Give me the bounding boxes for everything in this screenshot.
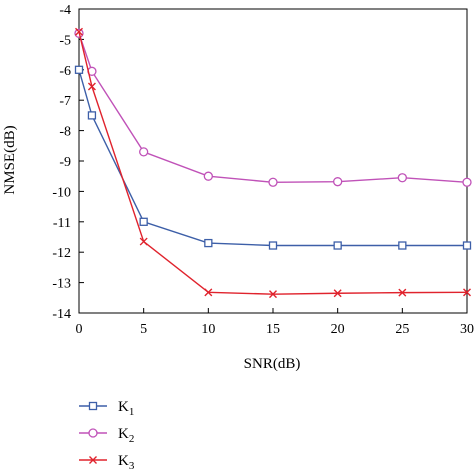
y-axis-title: NMSE(dB) — [2, 125, 18, 194]
series-1-line — [78, 69, 467, 247]
y-tick-label: -13 — [52, 277, 71, 292]
legend-label-main: K — [118, 399, 129, 415]
x-tick-label: 0 — [76, 322, 83, 337]
series-3-point — [333, 289, 342, 298]
y-tick-label: -11 — [53, 216, 71, 231]
y-tick-label: -5 — [59, 33, 71, 48]
legend-label-3: K3 — [118, 453, 135, 472]
plot-frame — [78, 8, 468, 314]
series-3-point — [204, 288, 213, 297]
y-tick-label: -9 — [59, 155, 71, 170]
series-1-point — [398, 241, 407, 250]
series-1-point — [87, 111, 97, 120]
series-2 — [74, 28, 472, 187]
series-2-point — [139, 147, 149, 157]
series-3-point — [75, 27, 83, 36]
series-1-point — [462, 241, 472, 250]
series-3-point — [398, 288, 407, 297]
legend-marker-1 — [88, 401, 98, 411]
y-tick-label: -7 — [59, 94, 71, 109]
legend-marker-2 — [88, 428, 98, 438]
y-tick-label: -12 — [52, 246, 71, 261]
legend-label-1: K1 — [118, 399, 134, 418]
legend-label-subscript: 2 — [129, 433, 135, 445]
series-3-point — [269, 290, 277, 299]
legend-marker-3 — [89, 456, 97, 464]
y-tick-label: -14 — [52, 307, 71, 322]
x-tick-label: 5 — [140, 322, 147, 337]
series-1 — [74, 65, 472, 250]
legend-label-main: K — [118, 426, 129, 442]
series-2-point — [333, 177, 343, 187]
series-1-point — [333, 241, 342, 250]
series-2-point — [397, 173, 407, 183]
series-2-point — [203, 171, 213, 181]
legend-label-subscript: 3 — [129, 460, 135, 472]
x-tick-label: 15 — [266, 322, 280, 337]
x-tick-label: 25 — [395, 322, 409, 337]
series-1-point — [139, 217, 148, 226]
series-3-point — [139, 237, 148, 246]
y-tick-label: -10 — [52, 185, 71, 200]
series-2-point — [462, 177, 472, 187]
y-tick-label: -6 — [59, 64, 71, 79]
x-tick-label: 30 — [460, 322, 474, 337]
legend-label-2: K2 — [118, 426, 134, 445]
series-1-point — [204, 238, 213, 248]
series-3-point — [87, 82, 96, 91]
series-2-point — [268, 177, 278, 187]
series-1-point — [268, 241, 278, 250]
legend-label-subscript: 1 — [129, 406, 135, 418]
y-tick-label: -4 — [59, 3, 71, 18]
x-tick-label: 20 — [331, 322, 345, 337]
series-2-line — [78, 33, 468, 183]
y-tick-label: -8 — [59, 125, 71, 140]
x-axis-title: SNR(dB) — [244, 356, 301, 372]
series-1-point — [74, 65, 84, 74]
x-tick-label: 10 — [201, 322, 215, 337]
series-3-point — [463, 288, 471, 297]
legend-label-main: K — [118, 453, 129, 469]
series-3 — [75, 27, 471, 299]
series-3-line — [78, 31, 468, 295]
